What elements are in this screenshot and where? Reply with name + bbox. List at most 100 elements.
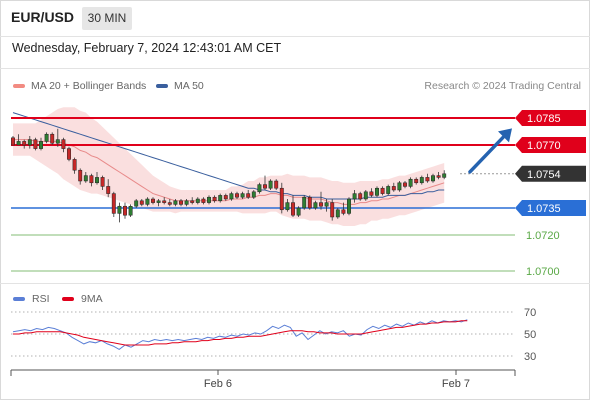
candle-body <box>347 198 351 214</box>
candle-body <box>207 196 211 203</box>
candle-body <box>145 198 150 205</box>
candle-body <box>263 184 267 189</box>
candle-body <box>442 173 447 178</box>
legend-swatch-9ma <box>62 297 74 301</box>
legend-ma50: MA 50 <box>174 80 204 92</box>
candle-body <box>375 187 379 196</box>
candle <box>95 172 99 185</box>
timeframe-badge[interactable]: 30 MIN <box>82 7 132 30</box>
candle <box>167 199 172 207</box>
forecast-arrow-head <box>498 128 512 143</box>
candle-body <box>167 202 172 205</box>
candle-body <box>61 139 66 149</box>
candle-body <box>240 193 245 198</box>
candle-body <box>352 193 357 200</box>
candle-body <box>201 198 206 203</box>
candle-body <box>335 209 340 218</box>
rsi-series-9ma <box>13 320 468 346</box>
candle <box>106 179 111 198</box>
candle-body <box>16 141 21 146</box>
candle-body <box>274 180 279 189</box>
candle-body <box>89 175 94 184</box>
candle <box>207 195 211 205</box>
candle <box>296 206 301 217</box>
candle-body <box>358 193 363 200</box>
candle-body <box>100 177 105 187</box>
candle-body <box>307 196 312 209</box>
candle-body <box>285 202 290 211</box>
candle-body <box>268 180 273 189</box>
candle <box>33 137 38 151</box>
candle <box>425 173 430 183</box>
candle-body <box>128 205 133 216</box>
candle-body <box>279 187 284 211</box>
candle <box>229 191 234 201</box>
candle-body <box>324 202 329 207</box>
candle-body <box>50 133 55 144</box>
candle <box>386 184 391 196</box>
candle-body <box>39 141 43 149</box>
candle <box>235 191 239 199</box>
level-tag-text: 1.0785 <box>527 113 561 125</box>
candle-body <box>246 193 251 198</box>
candle <box>431 173 435 183</box>
candle-body <box>67 148 71 160</box>
legend-swatch-ma50 <box>156 84 168 88</box>
candle-body <box>151 198 155 203</box>
candle-body <box>235 193 239 198</box>
candle-body <box>134 200 139 207</box>
candle-body <box>302 196 307 209</box>
candle-body <box>111 193 116 214</box>
candle <box>212 195 217 203</box>
candle <box>117 202 122 223</box>
candle-body <box>55 139 60 144</box>
candle <box>347 197 351 216</box>
candle <box>128 204 133 217</box>
candle <box>27 136 32 149</box>
candle <box>263 175 267 190</box>
candle-body <box>106 186 111 194</box>
legend-swatch-ma20 <box>13 84 25 88</box>
candle-body <box>173 200 178 205</box>
candle-body <box>425 177 430 182</box>
forecast-arrow <box>468 135 505 174</box>
candle-body <box>223 195 228 200</box>
rsi-tick-50: 50 <box>524 329 536 341</box>
candle-body <box>72 159 77 171</box>
candle <box>436 172 441 180</box>
candle <box>363 190 368 201</box>
candle-body <box>190 200 195 203</box>
candle <box>184 199 189 207</box>
candle <box>251 190 256 199</box>
candle <box>151 197 155 205</box>
candle <box>391 182 396 192</box>
candle <box>341 202 346 216</box>
timestamp: Wednesday, February 7, 2024 12:43:01 AM … <box>12 41 282 55</box>
candle <box>83 172 88 183</box>
x-tick-label: Feb 7 <box>442 378 470 390</box>
candle-body <box>78 169 83 182</box>
candle <box>11 136 15 146</box>
candle-body <box>27 139 32 146</box>
ma50-line <box>12 112 445 200</box>
level-tag-text: 1.0735 <box>527 203 561 215</box>
candle <box>190 197 195 205</box>
x-tick-label: Feb 6 <box>204 378 232 390</box>
level-tag-box <box>515 110 586 126</box>
candle <box>352 190 357 203</box>
candle <box>319 191 323 210</box>
candle <box>16 134 21 146</box>
legend-9ma: 9MA <box>81 293 103 305</box>
candle-body <box>296 207 301 216</box>
candle <box>145 197 150 207</box>
level-tag-1-0785: 1.0785 <box>515 110 586 126</box>
candle <box>268 179 273 190</box>
candle-body <box>44 133 49 142</box>
candle <box>240 191 245 199</box>
candle <box>156 199 161 207</box>
candle <box>291 195 295 217</box>
candle-body <box>431 175 435 182</box>
candle-body <box>403 182 407 187</box>
level-tag-1-0754: 1.0754 <box>515 165 586 182</box>
candle <box>369 188 374 198</box>
